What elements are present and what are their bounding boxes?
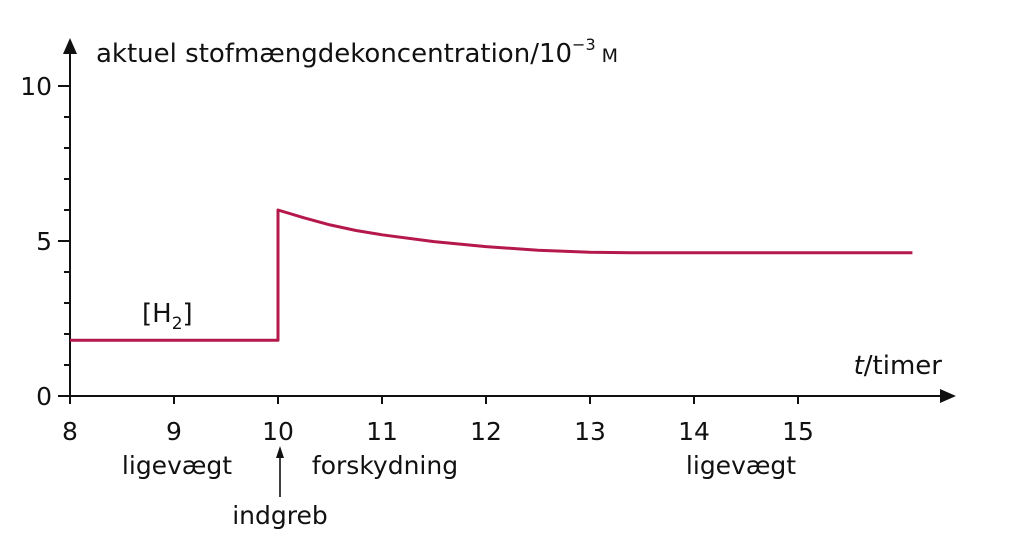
annotation-shift: forskydning [312, 451, 458, 480]
series-label-subscript: 2 [172, 314, 183, 334]
y-axis-label-text: aktuel stofmængdekoncentration/10 [96, 39, 572, 69]
x-tick-label-12: 12 [470, 417, 502, 446]
series-label-h2: [H2] [142, 299, 193, 334]
x-tick-label-13: 13 [574, 417, 606, 446]
series-label-end: ] [183, 299, 193, 329]
y-tick-label-10: 10 [20, 72, 52, 101]
x-tick-label-15: 15 [782, 417, 814, 446]
y-axis-label-unit: M [602, 45, 618, 67]
series-line-h2 [70, 208, 913, 342]
y-axis-label: aktuel stofmængdekoncentration/10−3 M [96, 35, 618, 69]
y-axis-label-exponent: −3 [572, 35, 596, 54]
axes [63, 38, 956, 403]
x-axis-arrowhead [940, 389, 956, 403]
x-axis-label: t/timer [854, 351, 943, 381]
series-layer [70, 208, 913, 342]
x-axis-label-unit: /timer [864, 351, 943, 381]
x-axis-label-variable: t [854, 351, 865, 381]
series-label-main: [H [142, 299, 172, 329]
annotation-equilibrium-after: ligevægt [686, 451, 796, 480]
intervention-arrow-head [276, 446, 284, 458]
x-tick-label-14: 14 [678, 417, 710, 446]
y-tick-label-0: 0 [36, 382, 52, 411]
x-tick-label-9: 9 [166, 417, 182, 446]
x-tick-label-11: 11 [366, 417, 398, 446]
y-axis-arrowhead [63, 38, 77, 54]
annotation-equilibrium-before: ligevægt [122, 451, 232, 480]
x-tick-label-8: 8 [62, 417, 78, 446]
x-tick-label-10: 10 [262, 417, 294, 446]
ticks: 8 9 10 11 12 13 14 15 0 5 10 [20, 72, 814, 446]
y-tick-label-5: 5 [36, 227, 52, 256]
annotation-intervention: indgreb [232, 501, 328, 530]
